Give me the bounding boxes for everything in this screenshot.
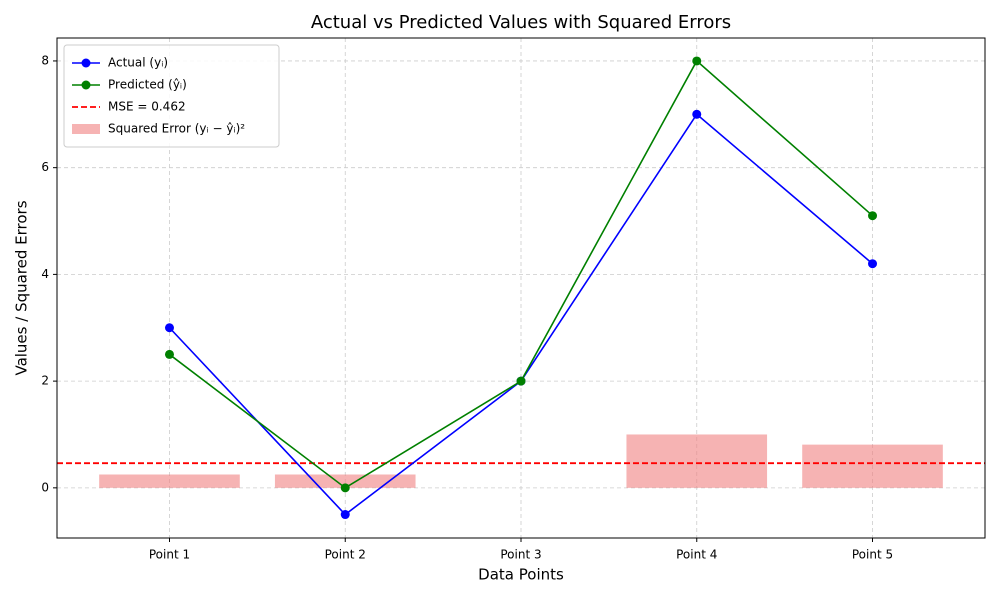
- point: [340, 510, 350, 520]
- point: [340, 483, 350, 493]
- point: [692, 56, 702, 66]
- y-tick-label: 2: [41, 374, 49, 388]
- y-tick-label: 8: [41, 53, 49, 67]
- legend-swatch: [72, 124, 100, 134]
- y-axis-label: Values / Squared Errors: [13, 200, 31, 375]
- legend-label: Squared Error (yᵢ − ŷᵢ)²: [108, 122, 245, 136]
- y-tick-label: 0: [41, 480, 49, 494]
- legend-label: MSE = 0.462: [108, 100, 186, 114]
- x-tick-label: Point 5: [852, 548, 893, 562]
- point: [516, 376, 526, 386]
- point: [164, 349, 174, 359]
- legend: Actual (yᵢ) Predicted (ŷᵢ) MSE = 0.462 Squa…: [63, 44, 280, 148]
- x-tick-label: Point 3: [500, 548, 541, 562]
- chart-title: Actual vs Predicted Values with Squared …: [311, 12, 731, 33]
- bar: [802, 444, 943, 488]
- y-tick-label: 4: [41, 267, 49, 281]
- legend-marker: [81, 80, 91, 90]
- point: [868, 211, 878, 221]
- point: [164, 323, 174, 333]
- x-axis-label: Data Points: [478, 566, 564, 584]
- bar: [626, 434, 768, 488]
- y-tick-label: 6: [41, 160, 49, 174]
- legend-label: Actual (yᵢ): [108, 56, 168, 70]
- legend-marker: [81, 58, 91, 68]
- point: [868, 259, 878, 269]
- bar: [99, 474, 240, 488]
- plot-frame: [56, 37, 986, 539]
- point: [692, 109, 702, 119]
- legend-label: Predicted (ŷᵢ): [108, 78, 187, 92]
- legend-box: [63, 44, 280, 148]
- x-tick-label: Point 1: [149, 548, 190, 562]
- x-tick-label: Point 4: [676, 548, 717, 562]
- x-tick-label: Point 2: [325, 548, 366, 562]
